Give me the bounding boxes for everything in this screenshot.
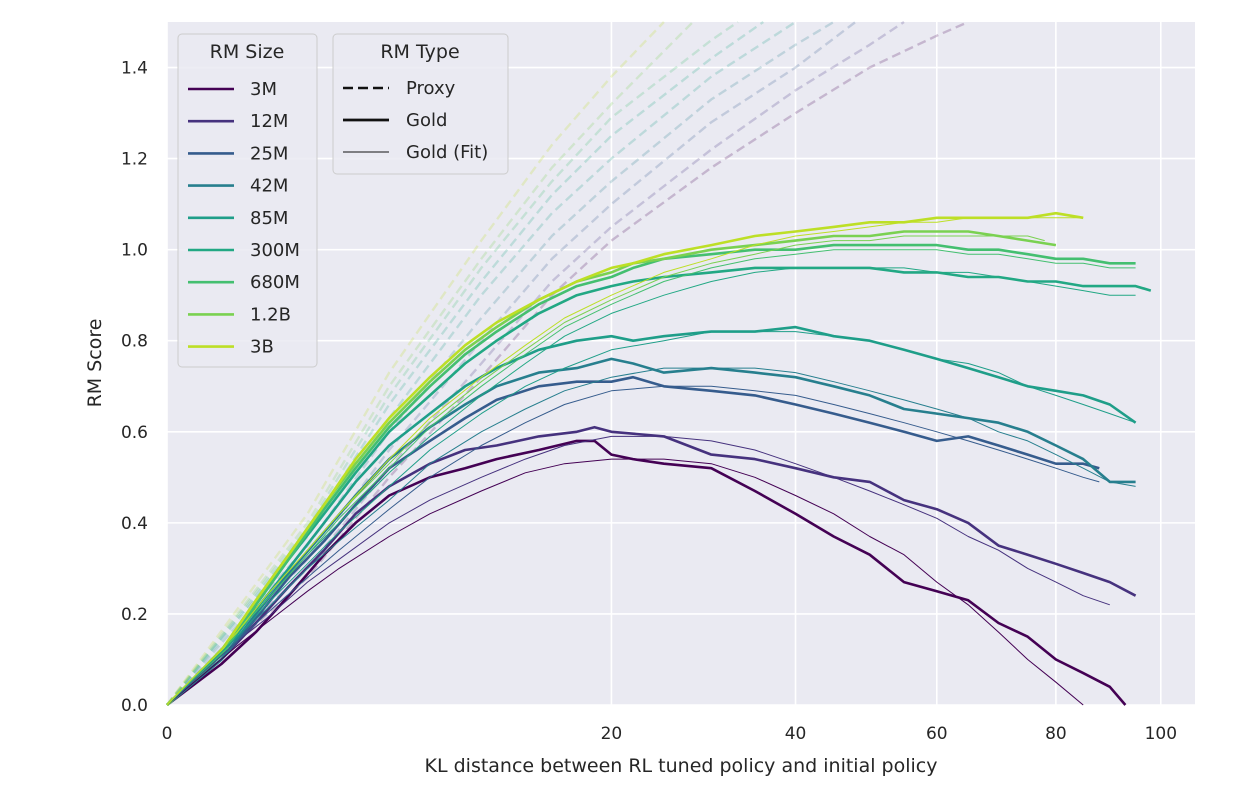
gold-fit-line-42M — [166, 367, 1136, 706]
y-tick-label: 0.0 — [121, 696, 148, 716]
y-tick-label: 1.2 — [121, 150, 148, 170]
legend-rm-type-frame — [332, 33, 509, 175]
y-tick-label: 0.4 — [121, 514, 148, 534]
proxy-line-25M — [166, 21, 857, 706]
y-tick-label: 0.8 — [121, 332, 148, 352]
gold-line-85M — [166, 325, 1137, 706]
x-axis-title: KL distance between RL tuned policy and … — [425, 755, 938, 777]
proxy-line-12M — [166, 21, 905, 706]
gold-lines — [166, 211, 1152, 707]
y-tick-label: 1.4 — [121, 59, 148, 79]
gold-fit-line-12M — [166, 435, 1110, 706]
legend-label-680M: 680M — [250, 272, 300, 293]
gold-fit-line-3B — [166, 217, 1084, 706]
gold-fit-line-25M — [166, 385, 1100, 706]
gold-line-25M — [166, 375, 1100, 706]
legend-rm-size-frame — [177, 33, 318, 368]
x-tick-label: 100 — [1145, 724, 1177, 744]
x-tick-label: 20 — [601, 724, 623, 744]
gold-fit-line-3M — [166, 458, 1084, 706]
proxy-line-680M — [166, 21, 739, 706]
gold-fit-line-680M — [166, 249, 1136, 706]
gold-fit-lines — [166, 217, 1136, 706]
x-tick-label: 60 — [926, 724, 948, 744]
gold-line-3B — [166, 211, 1084, 706]
x-tick-label: 40 — [785, 724, 807, 744]
legend-label-85M: 85M — [250, 208, 288, 229]
y-tick-labels: 0.0 0.2 0.4 0.6 0.8 1.0 1.2 1.4 — [121, 59, 148, 716]
legend-rm-type-title: RM Type — [380, 41, 459, 63]
legend-rm-size-entries: 3M 12M 25M 42M 85M 300M 680M 1.2B 3B — [188, 79, 300, 358]
legend-label-300M: 300M — [250, 240, 300, 261]
legend-rm-size-title: RM Size — [210, 41, 285, 63]
legend-rm-type: RM Type Proxy Gold Gold (Fit) — [332, 33, 509, 175]
y-axis-title: RM Score — [84, 319, 106, 408]
legend-rm-size: RM Size 3M 12M 25M 42M 85M 300M 680M 1.2B 3B — [177, 33, 318, 368]
gold-fit-line-85M — [166, 331, 1136, 706]
legend-label-12M: 12M — [250, 111, 288, 132]
proxy-line-1.2B — [166, 21, 694, 706]
legend-label-1.2B: 1.2B — [250, 304, 291, 325]
legend-label-proxy: Proxy — [406, 78, 456, 99]
legend-label-gold: Gold — [406, 110, 447, 131]
y-tick-label: 0.6 — [121, 423, 148, 443]
y-tick-label: 1.0 — [121, 241, 148, 261]
legend-label-25M: 25M — [250, 143, 288, 164]
x-tick-label: 80 — [1045, 724, 1067, 744]
legend-label-gold-fit-: Gold (Fit) — [406, 142, 488, 163]
legend-label-42M: 42M — [250, 176, 288, 197]
proxy-line-3B — [166, 21, 665, 706]
gold-line-3M — [166, 439, 1127, 707]
legend-rm-type-entries: Proxy Gold Gold (Fit) — [343, 78, 488, 163]
legend-label-3M: 3M — [250, 79, 277, 100]
proxy-line-300M — [166, 21, 764, 706]
gold-fit-line-300M — [166, 267, 1136, 706]
y-tick-label: 0.2 — [121, 605, 148, 625]
legend-label-3B: 3B — [250, 337, 274, 358]
x-tick-label: 0 — [162, 724, 173, 744]
x-tick-labels: 0 20 40 60 80 100 — [162, 724, 1177, 744]
